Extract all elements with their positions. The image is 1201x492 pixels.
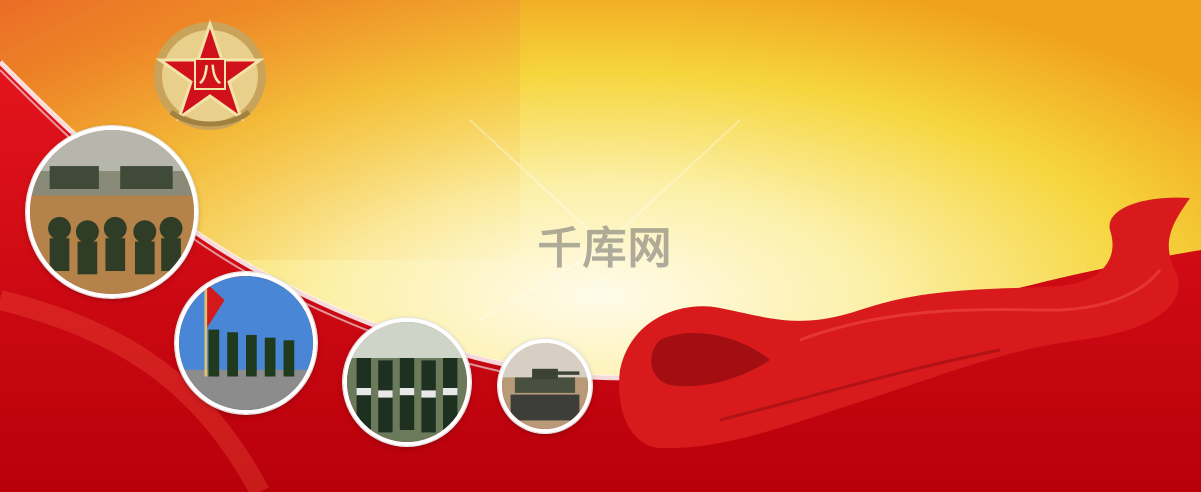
emblem-glyph: 八 bbox=[199, 63, 222, 88]
flag-guard-photo bbox=[175, 272, 317, 414]
marching-soldiers-photo bbox=[343, 318, 471, 446]
soldiers-vehicles-photo bbox=[26, 126, 198, 298]
army-emblem-icon: 八 bbox=[154, 19, 266, 130]
red-ribbon bbox=[619, 197, 1190, 449]
watermark-text: 千库网 bbox=[537, 223, 673, 274]
tank-photo bbox=[498, 339, 592, 433]
